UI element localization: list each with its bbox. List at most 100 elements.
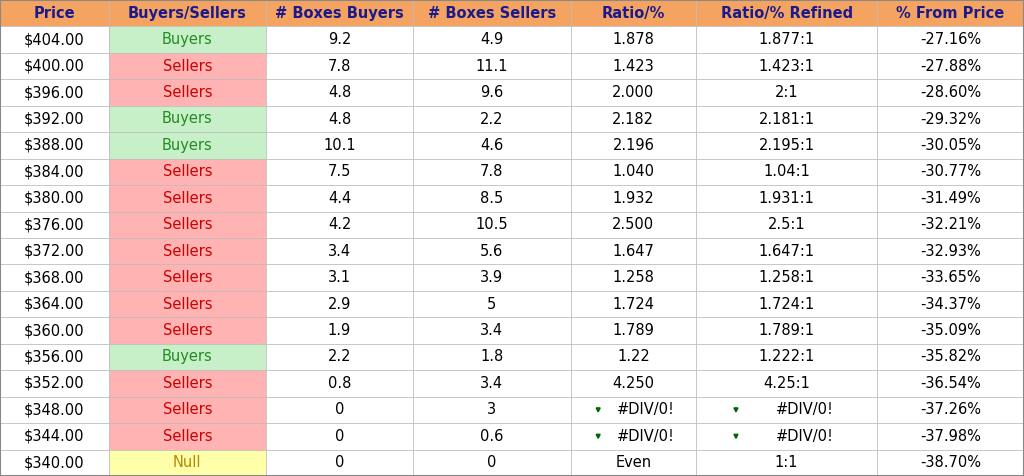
Text: 4.6: 4.6 <box>480 138 504 153</box>
Text: $392.00: $392.00 <box>24 111 85 127</box>
Bar <box>570 449 696 476</box>
Bar <box>266 53 413 79</box>
Bar <box>570 423 696 449</box>
Bar <box>570 397 696 423</box>
Bar <box>570 238 696 265</box>
Bar <box>413 211 570 238</box>
Text: 8.5: 8.5 <box>480 191 504 206</box>
Text: 1.932: 1.932 <box>612 191 654 206</box>
Bar <box>696 185 878 211</box>
Bar <box>109 106 266 132</box>
Bar <box>878 185 1024 211</box>
Text: 4.25:1: 4.25:1 <box>763 376 810 391</box>
Text: Sellers: Sellers <box>163 402 212 417</box>
Text: -32.93%: -32.93% <box>921 244 981 259</box>
Bar <box>413 0 570 27</box>
Text: $344.00: $344.00 <box>24 429 85 444</box>
Bar <box>0 317 109 344</box>
Text: Sellers: Sellers <box>163 85 212 100</box>
Text: 5: 5 <box>487 297 497 312</box>
Bar <box>878 238 1024 265</box>
Text: #DIV/0!: #DIV/0! <box>776 429 834 444</box>
Polygon shape <box>734 434 738 438</box>
Bar <box>0 291 109 317</box>
Bar <box>109 0 266 27</box>
Text: 1.647:1: 1.647:1 <box>759 244 815 259</box>
Bar <box>570 370 696 397</box>
Text: 3: 3 <box>487 402 497 417</box>
Bar <box>413 53 570 79</box>
Bar <box>696 317 878 344</box>
Bar <box>696 423 878 449</box>
Text: 3.9: 3.9 <box>480 270 504 285</box>
Bar <box>413 370 570 397</box>
Bar <box>878 423 1024 449</box>
Text: Sellers: Sellers <box>163 376 212 391</box>
Text: 1.423:1: 1.423:1 <box>759 59 815 74</box>
Bar <box>109 291 266 317</box>
Text: 3.4: 3.4 <box>480 323 504 338</box>
Text: Sellers: Sellers <box>163 59 212 74</box>
Bar <box>413 159 570 185</box>
Bar <box>109 370 266 397</box>
Text: 0: 0 <box>335 402 344 417</box>
Bar <box>878 211 1024 238</box>
Text: 2.000: 2.000 <box>612 85 654 100</box>
Text: 3.4: 3.4 <box>480 376 504 391</box>
Bar <box>266 159 413 185</box>
Bar <box>878 53 1024 79</box>
Bar <box>696 370 878 397</box>
Text: -30.05%: -30.05% <box>920 138 981 153</box>
Bar <box>570 265 696 291</box>
Text: 0.6: 0.6 <box>480 429 504 444</box>
Text: 9.2: 9.2 <box>328 32 351 47</box>
Bar <box>413 132 570 159</box>
Bar <box>696 291 878 317</box>
Text: -37.98%: -37.98% <box>921 429 981 444</box>
Text: 4.9: 4.9 <box>480 32 504 47</box>
Text: 5.6: 5.6 <box>480 244 504 259</box>
Bar <box>413 317 570 344</box>
Bar <box>109 79 266 106</box>
Text: 10.1: 10.1 <box>324 138 356 153</box>
Bar <box>696 265 878 291</box>
Bar <box>109 211 266 238</box>
Text: 2.181:1: 2.181:1 <box>759 111 815 127</box>
Bar <box>570 0 696 27</box>
Text: # Boxes Buyers: # Boxes Buyers <box>275 6 403 21</box>
Bar <box>0 0 109 27</box>
Text: 1:1: 1:1 <box>775 455 799 470</box>
Bar <box>696 27 878 53</box>
Bar <box>570 106 696 132</box>
Bar <box>266 291 413 317</box>
Text: 1.724:1: 1.724:1 <box>759 297 815 312</box>
Text: -27.88%: -27.88% <box>920 59 981 74</box>
Text: $340.00: $340.00 <box>24 455 85 470</box>
Bar <box>0 159 109 185</box>
Bar <box>109 265 266 291</box>
Text: Sellers: Sellers <box>163 191 212 206</box>
Text: $364.00: $364.00 <box>24 297 85 312</box>
Bar <box>878 344 1024 370</box>
Text: -38.70%: -38.70% <box>920 455 981 470</box>
Bar <box>878 159 1024 185</box>
Text: -35.09%: -35.09% <box>921 323 981 338</box>
Bar <box>0 106 109 132</box>
Text: 2.196: 2.196 <box>612 138 654 153</box>
Bar <box>0 370 109 397</box>
Bar <box>413 238 570 265</box>
Text: 0.8: 0.8 <box>328 376 351 391</box>
Text: % From Price: % From Price <box>896 6 1005 21</box>
Text: Buyers: Buyers <box>162 32 213 47</box>
Text: $400.00: $400.00 <box>24 59 85 74</box>
Text: $388.00: $388.00 <box>24 138 85 153</box>
Text: 1.040: 1.040 <box>612 164 654 179</box>
Text: 9.6: 9.6 <box>480 85 504 100</box>
Text: Even: Even <box>615 455 651 470</box>
Bar <box>266 317 413 344</box>
Bar <box>109 238 266 265</box>
Bar <box>266 238 413 265</box>
Text: $380.00: $380.00 <box>24 191 85 206</box>
Bar <box>413 106 570 132</box>
Bar <box>878 370 1024 397</box>
